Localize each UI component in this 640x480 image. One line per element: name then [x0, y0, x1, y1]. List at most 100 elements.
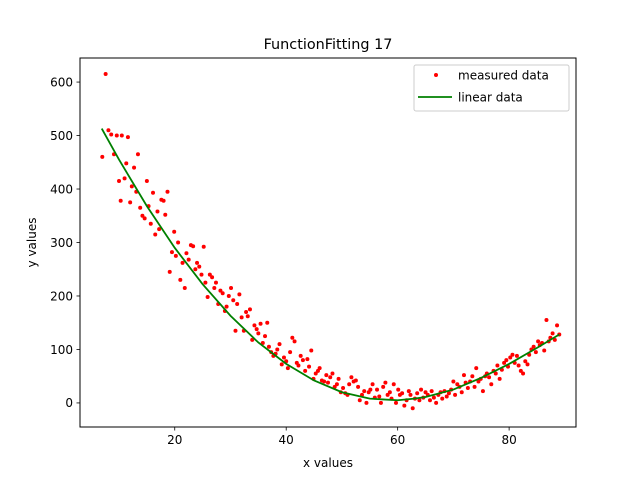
data-point [184, 251, 189, 256]
data-point [117, 179, 122, 183]
data-point [423, 390, 428, 395]
data-point [550, 331, 555, 336]
data-point [124, 161, 129, 166]
data-point [347, 382, 352, 387]
x-axis-label: x values [303, 456, 353, 470]
data-point [266, 344, 271, 349]
data-point [429, 389, 434, 394]
data-point [383, 380, 388, 385]
data-point [244, 310, 249, 315]
data-point [114, 133, 119, 138]
data-point [334, 382, 339, 387]
data-point [135, 152, 140, 157]
data-point [300, 358, 305, 363]
data-point [153, 232, 158, 237]
data-point [182, 285, 187, 290]
data-point [518, 368, 523, 373]
data-point [533, 350, 538, 355]
data-point [178, 277, 183, 282]
y-tick-label: 0 [65, 396, 73, 410]
data-point [536, 339, 541, 344]
legend-label-measured: measured data [458, 69, 549, 83]
data-point [474, 366, 479, 371]
data-point [455, 382, 460, 387]
data-point [419, 387, 424, 392]
data-point [285, 366, 290, 371]
data-point [324, 373, 329, 378]
data-point [495, 363, 500, 368]
data-point [213, 280, 218, 285]
y-tick-label: 300 [50, 236, 73, 250]
data-point [402, 403, 407, 408]
data-point [330, 371, 335, 376]
data-point [502, 360, 507, 365]
data-point [410, 406, 415, 411]
data-point [516, 363, 521, 368]
data-point [290, 335, 295, 340]
data-point [298, 353, 303, 358]
data-point [349, 375, 354, 380]
data-point [368, 387, 373, 392]
data-point [212, 285, 217, 290]
data-point [161, 198, 166, 203]
data-point [239, 315, 244, 320]
data-point [231, 298, 236, 303]
data-point [201, 244, 206, 249]
data-point [385, 392, 390, 397]
data-point [387, 390, 392, 395]
data-point [313, 371, 318, 376]
data-point [250, 337, 255, 342]
data-point [514, 353, 519, 358]
data-point [510, 352, 515, 357]
data-point [142, 216, 147, 221]
data-point [128, 200, 133, 205]
data-point [229, 285, 234, 290]
data-point [521, 371, 526, 376]
data-point [279, 362, 284, 367]
data-point [109, 132, 114, 137]
y-tick-label: 200 [50, 289, 73, 303]
data-point [434, 400, 439, 405]
data-point [357, 398, 362, 403]
data-point [353, 378, 358, 383]
data-point [125, 135, 130, 140]
data-point [370, 382, 375, 387]
data-point [176, 240, 181, 245]
data-point [461, 373, 466, 378]
data-point [157, 227, 162, 232]
data-point [165, 189, 170, 194]
data-point [400, 391, 405, 396]
data-point [193, 267, 198, 272]
data-point [525, 362, 530, 367]
data-point [336, 376, 341, 381]
data-point [203, 280, 208, 285]
data-point [103, 72, 108, 77]
plot-area [100, 72, 562, 411]
data-point [381, 384, 386, 389]
data-point [322, 379, 327, 384]
data-point [275, 347, 280, 352]
data-point [552, 337, 557, 342]
data-point [444, 394, 449, 399]
y-tick-label: 500 [50, 129, 73, 143]
fit-line [100, 128, 560, 402]
data-point [453, 392, 458, 397]
data-point [544, 318, 549, 323]
data-point [226, 293, 231, 298]
data-point [364, 400, 369, 405]
data-point [252, 323, 257, 328]
data-point [106, 128, 111, 133]
data-point [459, 390, 464, 395]
data-point [129, 184, 134, 189]
data-point [258, 321, 263, 326]
data-point [393, 400, 398, 405]
data-point [417, 398, 422, 403]
x-tick-label: 60 [390, 433, 405, 447]
x-tick-label: 80 [501, 433, 516, 447]
data-point [169, 250, 174, 255]
data-point [465, 385, 470, 390]
data-point [307, 364, 312, 369]
data-point [140, 213, 145, 218]
data-point [281, 355, 286, 360]
